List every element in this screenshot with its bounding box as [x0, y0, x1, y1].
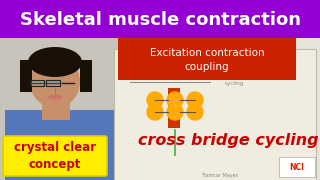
FancyBboxPatch shape — [42, 100, 70, 120]
FancyBboxPatch shape — [3, 136, 107, 176]
Text: NCI: NCI — [290, 163, 305, 172]
Text: cross bridge cycling: cross bridge cycling — [138, 132, 318, 147]
FancyBboxPatch shape — [80, 60, 92, 92]
FancyBboxPatch shape — [114, 49, 316, 180]
Ellipse shape — [28, 47, 82, 77]
FancyBboxPatch shape — [0, 0, 320, 38]
Circle shape — [187, 104, 203, 120]
Text: crystal clear
concept: crystal clear concept — [14, 141, 96, 171]
FancyBboxPatch shape — [5, 110, 120, 180]
Circle shape — [147, 104, 163, 120]
Text: Tramcar Mayes: Tramcar Mayes — [201, 174, 239, 179]
Text: Excitation contraction
coupling: Excitation contraction coupling — [150, 48, 264, 72]
Text: cross bridge
cycling: cross bridge cycling — [225, 75, 259, 86]
Circle shape — [167, 104, 183, 120]
Bar — [30, 80, 44, 86]
Text: Skeletal muscle contraction: Skeletal muscle contraction — [20, 11, 300, 29]
FancyBboxPatch shape — [279, 157, 315, 177]
FancyBboxPatch shape — [168, 88, 180, 128]
FancyBboxPatch shape — [20, 60, 32, 92]
Bar — [46, 80, 60, 86]
Ellipse shape — [30, 56, 80, 108]
Circle shape — [187, 92, 203, 108]
Circle shape — [167, 92, 183, 108]
FancyBboxPatch shape — [118, 38, 296, 80]
FancyBboxPatch shape — [0, 38, 130, 180]
Circle shape — [147, 92, 163, 108]
Ellipse shape — [48, 94, 62, 100]
